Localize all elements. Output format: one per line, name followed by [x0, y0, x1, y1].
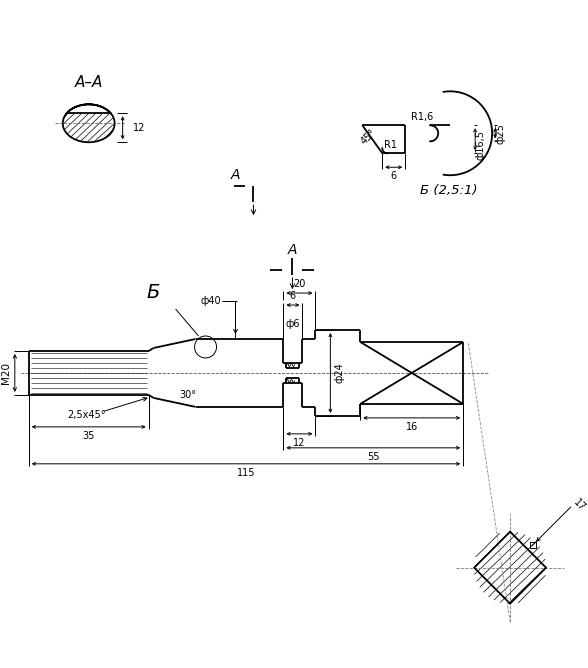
Bar [530, 542, 536, 548]
Text: ф25: ф25 [495, 123, 505, 144]
Text: 6: 6 [290, 291, 296, 301]
Text: M20: M20 [1, 362, 11, 384]
Text: 30°: 30° [179, 390, 196, 400]
Text: 2,5х45°: 2,5х45° [68, 410, 106, 420]
Text: Б: Б [147, 283, 161, 301]
Text: А–А: А–А [75, 75, 103, 90]
Text: Б (2,5:1): Б (2,5:1) [420, 184, 477, 196]
Text: 12: 12 [133, 123, 145, 133]
Text: 20: 20 [293, 279, 306, 289]
Text: 45°: 45° [359, 128, 378, 147]
Text: ф16,5: ф16,5 [475, 130, 485, 160]
Text: ф24: ф24 [335, 363, 345, 383]
Text: 55: 55 [367, 452, 379, 462]
Text: ф40: ф40 [201, 296, 222, 306]
Text: 16: 16 [406, 422, 418, 432]
Text: А: А [288, 243, 297, 257]
Text: R1,6: R1,6 [411, 112, 433, 122]
Text: А: А [230, 168, 240, 182]
Text: 115: 115 [237, 468, 255, 478]
Text: 35: 35 [82, 431, 95, 441]
Text: R1: R1 [384, 140, 397, 150]
Text: 17: 17 [571, 497, 587, 512]
Text: 12: 12 [293, 438, 306, 448]
Text: ф6: ф6 [285, 319, 300, 329]
Text: 6: 6 [390, 171, 397, 181]
